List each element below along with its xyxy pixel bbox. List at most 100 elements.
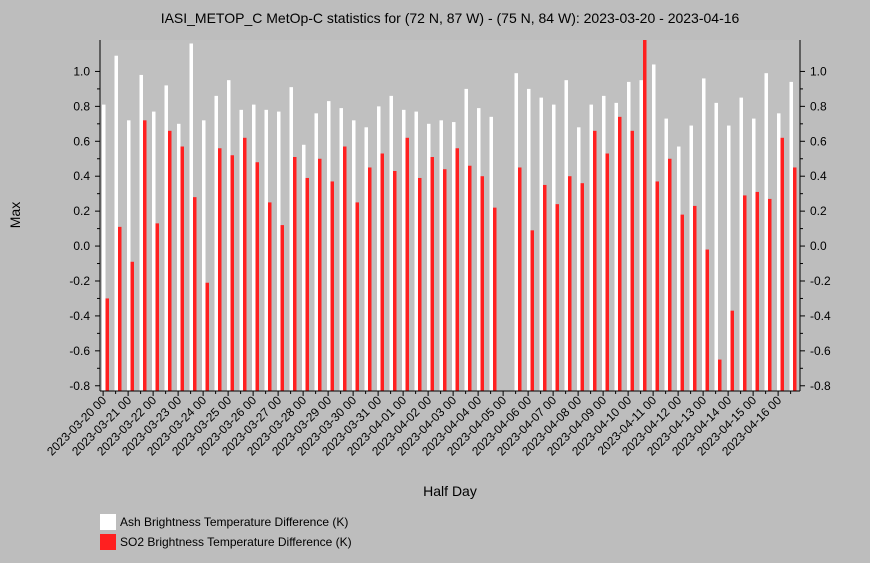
ash-bar	[352, 120, 356, 391]
so2-bar	[268, 202, 272, 391]
so2-bar	[193, 197, 197, 391]
ash-bar	[102, 104, 106, 392]
y-tick-label-right: -0.8	[810, 379, 831, 393]
y-tick-label-left: -0.2	[69, 274, 90, 288]
y-tick-label-left: 0.4	[73, 169, 90, 183]
so2-bar	[730, 310, 734, 391]
so2-bar	[380, 153, 384, 391]
so2-bar	[443, 169, 447, 391]
so2-bar	[768, 198, 772, 391]
ash-bar	[114, 55, 118, 391]
so2-bar	[630, 130, 634, 391]
so2-bar	[243, 137, 247, 391]
so2-bar	[130, 261, 134, 391]
y-axis-label: Max	[7, 202, 23, 228]
ash-bar	[377, 106, 381, 392]
so2-bar	[555, 204, 559, 391]
ash-bar	[677, 146, 681, 391]
so2-bar	[605, 153, 609, 391]
so2-bar	[680, 214, 684, 391]
ash-bar	[227, 80, 231, 391]
ash-bar	[302, 144, 306, 391]
ash-bar	[264, 109, 268, 391]
so2-bar	[755, 191, 759, 391]
so2-bar	[743, 195, 747, 391]
so2-bar	[668, 158, 672, 391]
y-tick-label-right: -0.2	[810, 274, 831, 288]
ash-bar	[327, 101, 331, 392]
ash-bar	[664, 118, 668, 391]
ash-bar	[739, 97, 743, 391]
ash-bar	[177, 123, 181, 391]
ash-bar	[727, 125, 731, 391]
ash-bar	[789, 81, 793, 391]
y-tick-label-right: 0.0	[810, 239, 827, 253]
ash-bar	[564, 80, 568, 391]
so2-bar	[368, 167, 372, 391]
ash-bar	[627, 81, 631, 391]
ash-bar	[439, 120, 443, 391]
so2-bar	[518, 167, 522, 391]
so2-bar	[330, 181, 334, 391]
ash-bar	[339, 108, 343, 391]
ash-bar	[702, 78, 706, 392]
so2-bar	[393, 170, 397, 391]
ash-bar	[527, 88, 531, 392]
ash-bar	[539, 97, 543, 391]
so2-bar	[230, 155, 234, 391]
y-tick-label-left: -0.6	[69, 344, 90, 358]
so2-bar	[455, 148, 459, 391]
legend-item-ash: Ash Brightness Temperature Difference (K…	[100, 512, 352, 532]
y-tick-label-right: 0.6	[810, 134, 827, 148]
ash-bar	[514, 73, 518, 392]
legend-label-ash: Ash Brightness Temperature Difference (K…	[120, 515, 349, 529]
so2-bar	[293, 157, 297, 391]
ash-bar	[364, 127, 368, 391]
ash-bar	[714, 102, 718, 392]
y-tick-label-right: 0.2	[810, 204, 827, 218]
so2-bar	[593, 130, 597, 391]
ash-bar	[464, 88, 468, 392]
so2-bar	[430, 157, 434, 391]
ash-bar	[777, 113, 781, 391]
ash-bar	[652, 64, 656, 391]
ash-bar	[202, 120, 206, 391]
so2-bar	[143, 120, 147, 391]
so2-bar	[643, 40, 647, 391]
y-tick-label-left: 0.2	[73, 204, 90, 218]
ash-bar	[402, 109, 406, 391]
ash-bar	[214, 95, 218, 391]
so2-bar	[280, 225, 284, 391]
ash-bar	[127, 120, 131, 391]
so2-bar	[493, 207, 497, 391]
ash-bar	[764, 73, 768, 392]
ash-bar	[427, 123, 431, 391]
legend-swatch-ash	[100, 514, 116, 530]
ash-bar	[577, 127, 581, 391]
ash-bar	[452, 122, 456, 391]
ash-bar	[602, 95, 606, 391]
y-tick-label-left: -0.8	[69, 379, 90, 393]
bars-group	[102, 40, 797, 392]
ash-bar	[139, 74, 143, 392]
ash-bar	[164, 85, 168, 392]
so2-bar	[568, 176, 572, 391]
so2-bar	[580, 183, 584, 391]
ash-bar	[552, 104, 556, 392]
x-axis-label: Half Day	[423, 483, 477, 499]
so2-bar	[468, 165, 472, 391]
so2-bar	[305, 177, 309, 391]
y-tick-label-right: -0.4	[810, 309, 831, 323]
ash-bar	[277, 111, 281, 391]
y-tick-label-left: 1.0	[73, 64, 90, 78]
so2-bar	[530, 230, 534, 391]
so2-bar	[418, 177, 422, 391]
ash-bar	[752, 118, 756, 391]
so2-bar	[655, 181, 659, 391]
ash-bar	[639, 80, 643, 391]
y-tick-label-right: -0.6	[810, 344, 831, 358]
y-tick-label-right: 0.4	[810, 169, 827, 183]
so2-bar	[543, 184, 547, 391]
so2-bar	[180, 146, 184, 391]
